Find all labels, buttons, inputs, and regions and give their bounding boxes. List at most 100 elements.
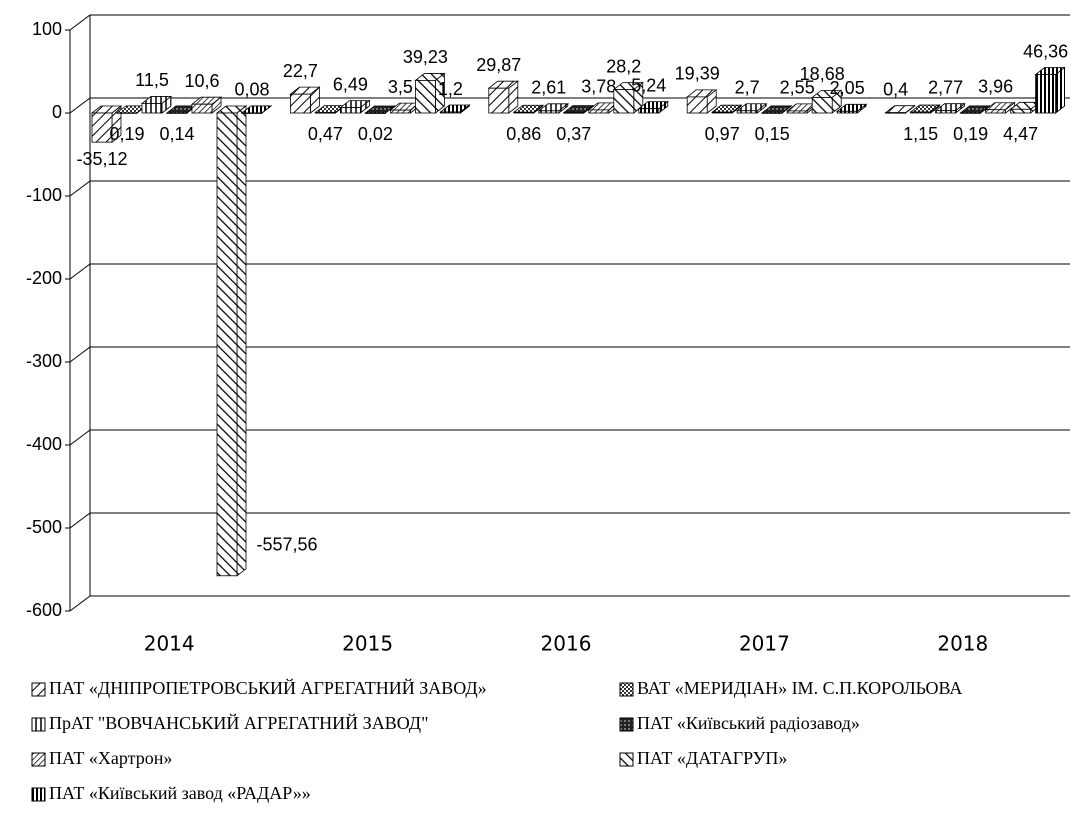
data-label: 28,2 — [606, 56, 641, 76]
grid-line — [69, 263, 1070, 280]
bar — [116, 112, 138, 114]
y-tick-label: -300 — [26, 351, 62, 371]
grid-line — [69, 595, 1070, 612]
bar — [289, 93, 311, 114]
bar — [638, 108, 660, 114]
data-label: 46,36 — [1023, 41, 1068, 61]
y-tick-label: 100 — [32, 19, 62, 39]
bar — [389, 109, 411, 114]
bar — [91, 112, 113, 143]
legend-label: ПАТ «Хартрон» — [49, 748, 172, 768]
legend-label: ПАТ «ДНІПРОПЕТРОВСЬКИЙ АГРЕГАТНИЙ ЗАВОД» — [49, 678, 487, 698]
grid-line — [69, 346, 1070, 363]
data-label: 39,23 — [403, 47, 448, 67]
bar — [364, 112, 386, 114]
y-tick-label: -400 — [26, 434, 62, 454]
data-label: 2,61 — [531, 78, 566, 98]
bar — [885, 112, 906, 114]
data-label: 19,39 — [675, 64, 720, 84]
data-label: 10,6 — [184, 71, 219, 91]
legend-label: ПАТ «ДАТАГРУП» — [637, 748, 787, 768]
data-label: 0,47 — [308, 124, 343, 144]
bar — [960, 112, 981, 114]
grid-line — [69, 512, 1070, 529]
data-label: 0,14 — [159, 124, 194, 144]
bar — [339, 107, 361, 114]
y-tick-label: -100 — [26, 185, 62, 205]
bar — [166, 112, 188, 114]
data-label: 11,5 — [135, 70, 169, 90]
bar — [910, 111, 931, 114]
data-label: 2,77 — [928, 77, 963, 97]
bar — [686, 96, 708, 114]
data-label: 0,19 — [953, 124, 988, 144]
x-tick-label: 2018 — [937, 632, 988, 656]
bar — [216, 112, 238, 577]
y-tick-label: 0 — [52, 102, 62, 122]
data-label: 0,19 — [109, 124, 144, 144]
data-label: 0,86 — [506, 124, 541, 144]
bar — [414, 80, 436, 114]
data-label: 3,96 — [978, 76, 1013, 96]
legend-label: ВАТ «МЕРИДІАН» ІМ. С.П.КОРОЛЬОВА — [637, 678, 962, 698]
grid-line — [69, 180, 1070, 197]
bar — [439, 111, 461, 114]
data-label: 0,37 — [556, 124, 591, 144]
bar — [613, 89, 635, 114]
legend-swatch — [31, 717, 46, 732]
bar — [736, 110, 758, 114]
bar — [141, 103, 163, 114]
data-label: 0,02 — [358, 124, 393, 144]
legend-label: ПАТ «Київський завод «РАДАР»» — [49, 783, 311, 803]
bar — [985, 109, 1006, 114]
x-tick-label: 2016 — [541, 632, 592, 656]
legend-swatch — [619, 752, 634, 767]
bar-side — [1055, 66, 1065, 114]
bar — [935, 110, 956, 114]
bar — [563, 112, 585, 114]
bar — [786, 110, 808, 114]
bar — [538, 110, 560, 114]
bar — [588, 109, 610, 114]
y-tick-label: -600 — [26, 600, 62, 620]
data-label: 6,49 — [333, 74, 368, 94]
bar — [488, 87, 510, 114]
x-tick-label: 2014 — [144, 632, 195, 656]
data-label: -557,56 — [256, 535, 317, 555]
legend-swatch — [31, 787, 46, 802]
legend-label: ПрАТ "ВОВЧАНСЬКИЙ АГРЕГАТНИЙ ЗАВОД" — [49, 713, 428, 733]
grid-line — [69, 429, 1070, 446]
data-label: 0,4 — [883, 79, 908, 99]
data-label: 2,7 — [735, 78, 760, 98]
data-label: 0,15 — [755, 124, 790, 144]
legend-swatch — [619, 717, 634, 732]
data-label: 1,2 — [438, 79, 463, 99]
bar — [513, 111, 535, 114]
data-label: 4,47 — [1003, 124, 1038, 144]
data-label: 3,78 — [581, 77, 616, 97]
data-label: 3,5 — [388, 77, 413, 97]
bar-side — [236, 105, 247, 577]
bar — [811, 97, 833, 114]
bar — [761, 112, 783, 114]
data-label: 29,87 — [476, 55, 521, 75]
grid-line — [69, 14, 1070, 31]
data-label: 2,05 — [830, 78, 865, 98]
legend-label: ПАТ «Київський радіозавод» — [637, 713, 860, 733]
bar — [1035, 74, 1056, 114]
legend-swatch — [31, 682, 46, 697]
bar — [711, 111, 733, 114]
bar — [241, 112, 263, 114]
data-label: 2,55 — [780, 78, 815, 98]
data-label: 0,97 — [705, 124, 740, 144]
data-label: 1,15 — [903, 124, 938, 144]
x-tick-label: 2017 — [739, 632, 790, 656]
data-label: 22,7 — [283, 61, 318, 81]
data-label: 5,24 — [631, 75, 666, 95]
legend-swatch — [619, 682, 634, 697]
grid-line — [69, 97, 1070, 114]
bar — [836, 110, 858, 114]
x-tick-label: 2015 — [342, 632, 393, 656]
data-label: 18,68 — [800, 64, 845, 84]
